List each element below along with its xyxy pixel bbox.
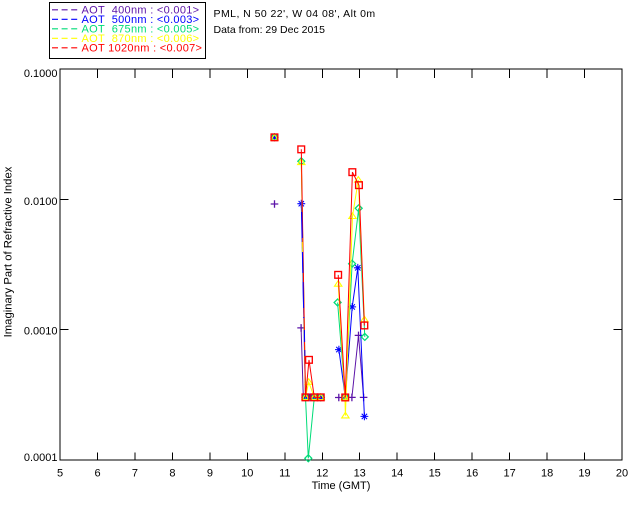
svg-text:Time (GMT): Time (GMT): [312, 480, 371, 492]
svg-text:AOT 1020nm : <0.007>: AOT 1020nm : <0.007>: [82, 43, 203, 55]
svg-text:5: 5: [57, 468, 63, 480]
svg-text:13: 13: [354, 468, 366, 480]
svg-text:15: 15: [429, 468, 441, 480]
svg-text:19: 19: [578, 468, 590, 480]
svg-text:0.0010: 0.0010: [24, 326, 58, 338]
svg-text:0.0001: 0.0001: [24, 452, 58, 464]
svg-text:11: 11: [279, 468, 290, 480]
svg-text:20: 20: [616, 468, 628, 480]
svg-text:PML, N 50 22', W 04 08', Alt 0: PML, N 50 22', W 04 08', Alt 0m: [214, 8, 376, 20]
svg-text:9: 9: [207, 468, 213, 480]
svg-text:Imaginary Part of Refractive I: Imaginary Part of Refractive Index: [3, 166, 15, 337]
svg-text:7: 7: [132, 468, 138, 480]
svg-text:0.1000: 0.1000: [24, 68, 58, 80]
svg-text:AOT 675nm : <0.005>: AOT 675nm : <0.005>: [82, 24, 200, 36]
svg-text:8: 8: [169, 468, 175, 480]
svg-text:12: 12: [316, 468, 328, 480]
svg-text:6: 6: [94, 468, 100, 480]
svg-text:Data from: 29 Dec 2015: Data from: 29 Dec 2015: [214, 24, 326, 36]
svg-text:16: 16: [466, 468, 478, 480]
svg-text:14: 14: [391, 468, 403, 480]
svg-text:10: 10: [241, 468, 253, 480]
svg-text:0.0100: 0.0100: [24, 196, 58, 208]
svg-text:17: 17: [503, 468, 515, 480]
svg-text:18: 18: [541, 468, 553, 480]
svg-text:AOT 500nm : <0.003>: AOT 500nm : <0.003>: [82, 14, 200, 26]
svg-text:AOT 400nm : <0.001>: AOT 400nm : <0.001>: [82, 5, 200, 17]
svg-text:AOT 870nm : <0.006>: AOT 870nm : <0.006>: [82, 33, 200, 45]
